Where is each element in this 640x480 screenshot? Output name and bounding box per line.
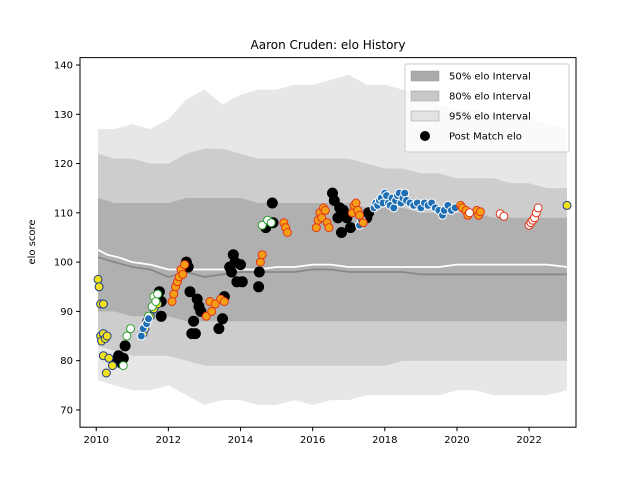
y-axis: 70 80 90 100 110 120 130 140 (54, 60, 80, 416)
data-point (119, 340, 131, 352)
x-tick-label: 2012 (156, 435, 181, 446)
data-point (236, 276, 248, 288)
data-points (93, 187, 572, 378)
data-point (180, 260, 190, 270)
data-point (169, 289, 179, 299)
data-point (144, 314, 153, 324)
data-point (336, 227, 347, 238)
data-point (118, 361, 128, 371)
data-point (151, 297, 161, 306)
legend-swatch (410, 90, 440, 102)
y-tick-label: 80 (60, 356, 73, 367)
data-point (189, 328, 201, 340)
data-point (213, 323, 225, 335)
data-point (184, 286, 196, 298)
mean-elo-line (97, 249, 568, 271)
y-tick-label: 70 (60, 405, 73, 416)
legend-box (404, 63, 570, 153)
data-point (94, 282, 104, 292)
y-tick-label: 90 (60, 307, 73, 318)
data-point (219, 297, 229, 306)
x-axis: 2010 2012 2014 2016 2018 2020 2022 (84, 427, 542, 446)
data-point (101, 368, 111, 378)
legend: 50% elo Interval 80% elo Interval 95% elo … (404, 63, 570, 153)
data-point (266, 197, 278, 209)
legend-label: 95% elo Interval (449, 112, 531, 123)
data-point (217, 313, 228, 325)
y-tick-label: 120 (54, 159, 73, 170)
data-point (311, 223, 321, 233)
x-tick-label: 2022 (516, 435, 541, 446)
data-point (98, 299, 108, 309)
data-point (562, 200, 572, 210)
data-point (358, 218, 368, 228)
data-point (153, 289, 163, 299)
data-point (499, 211, 509, 221)
data-point (533, 203, 543, 213)
data-point (104, 353, 114, 363)
data-point (257, 250, 267, 260)
data-point (328, 195, 340, 206)
data-point (188, 315, 200, 327)
data-point (126, 324, 135, 334)
y-tick-label: 140 (54, 60, 73, 71)
x-tick-label: 2014 (228, 435, 253, 446)
x-tick-label: 2018 (372, 435, 397, 446)
legend-label: 50% elo Interval (449, 72, 531, 83)
data-point (136, 331, 146, 341)
x-tick-label: 2010 (84, 435, 109, 446)
data-point (167, 297, 177, 306)
data-point (345, 222, 356, 234)
median-elo-line (97, 256, 567, 278)
data-point (235, 259, 246, 271)
plot-frame (79, 57, 577, 428)
trend-lines (97, 249, 568, 278)
legend-label: 80% elo Interval (449, 92, 531, 103)
legend-label: Post Match elo (449, 132, 522, 143)
y-tick-label: 130 (54, 110, 73, 121)
data-point (475, 207, 485, 217)
data-point (207, 306, 217, 316)
data-point (320, 205, 330, 215)
legend-swatch (410, 110, 440, 122)
data-point (155, 310, 167, 322)
chart-title: Aaron Cruden: elo History (251, 38, 406, 52)
data-point (351, 198, 361, 208)
data-point (226, 266, 237, 278)
data-point (253, 266, 265, 278)
x-tick-label: 2016 (300, 435, 325, 446)
data-point (102, 331, 112, 341)
data-point (355, 210, 365, 220)
data-point (178, 269, 188, 279)
data-point (108, 361, 117, 371)
data-point (389, 203, 399, 213)
data-point (324, 223, 334, 233)
y-tick-label: 100 (54, 258, 73, 269)
data-point (122, 331, 132, 341)
data-point (255, 257, 265, 267)
legend-marker (420, 131, 430, 141)
y-tick-label: 110 (54, 208, 73, 219)
data-point (400, 188, 410, 198)
data-point (93, 274, 103, 284)
data-point (253, 281, 265, 293)
x-tick-label: 2020 (444, 435, 469, 446)
band-50 (98, 198, 567, 322)
data-point (266, 218, 276, 228)
data-point (282, 228, 292, 237)
y-axis-title: elo score (27, 219, 38, 264)
data-point (465, 208, 475, 218)
data-point (257, 220, 267, 230)
legend-swatch (410, 70, 440, 82)
